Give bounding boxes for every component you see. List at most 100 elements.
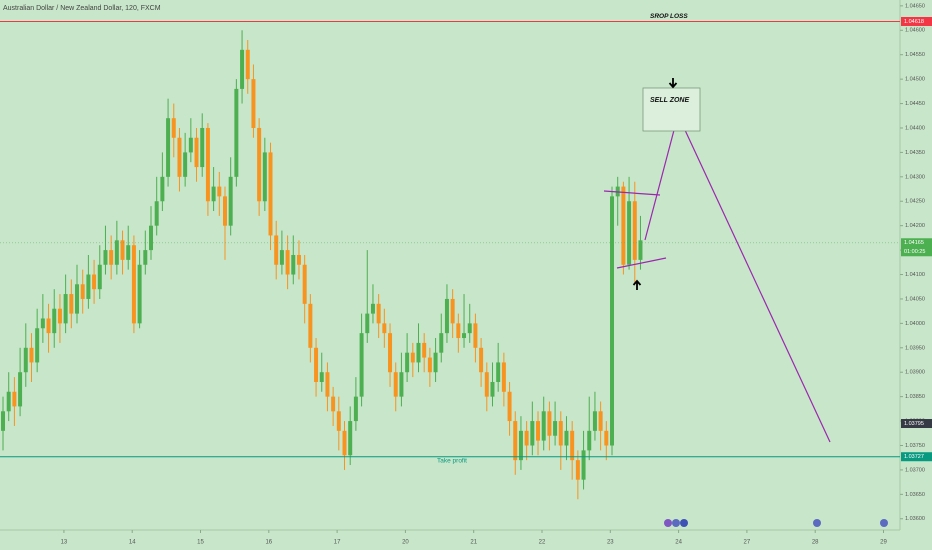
arrow-up xyxy=(632,279,642,290)
candle-body xyxy=(308,303,313,348)
candle-body xyxy=(348,421,353,456)
candle-body xyxy=(200,127,205,168)
candle-body xyxy=(518,430,523,461)
candle-body xyxy=(353,396,358,422)
price-tag xyxy=(901,419,932,429)
x-tick-label: 23 xyxy=(607,540,614,546)
y-tick-label: 1.04250 xyxy=(905,199,925,205)
candle-body xyxy=(1,411,6,431)
candle-body xyxy=(598,411,603,431)
candle-body xyxy=(331,396,336,412)
arrow-down xyxy=(668,78,678,89)
candle-body xyxy=(473,323,478,348)
candle-body xyxy=(234,88,239,177)
candle-body xyxy=(69,294,74,314)
y-tick-label: 1.04500 xyxy=(905,77,925,83)
y-tick-label: 1.04600 xyxy=(905,28,925,34)
candle-body xyxy=(581,450,586,480)
event-icons xyxy=(664,519,888,527)
candle-body xyxy=(57,308,62,324)
candle-body xyxy=(18,372,23,407)
candle-body xyxy=(166,118,171,177)
candle-body xyxy=(604,430,609,446)
candle-body xyxy=(257,127,262,202)
price-tag-label: 1.04165 xyxy=(904,240,924,246)
event-icon xyxy=(680,519,688,527)
candle-body xyxy=(251,79,256,128)
candle-body xyxy=(513,421,518,461)
x-tick-label: 15 xyxy=(197,540,204,546)
candle-body xyxy=(228,176,233,226)
plot-background xyxy=(0,0,900,530)
candle-body xyxy=(587,430,592,451)
candle-body xyxy=(490,381,495,397)
level-tag-label: 1.04618 xyxy=(904,19,924,25)
candle-body xyxy=(211,186,216,202)
candle-body xyxy=(109,250,114,265)
candle-body xyxy=(217,186,222,197)
sell-zone-box xyxy=(642,87,701,132)
candle-body xyxy=(240,49,245,89)
candle-body xyxy=(547,411,552,436)
candle-body xyxy=(393,372,398,397)
candle-body xyxy=(183,152,188,177)
candle-body xyxy=(439,333,444,353)
candle-body xyxy=(450,298,455,324)
chart-title: Australian Dollar / New Zealand Dollar, … xyxy=(3,5,161,12)
candle-body xyxy=(302,264,307,304)
candle-body xyxy=(621,186,626,265)
candle-body xyxy=(359,333,364,397)
candle-body xyxy=(610,196,615,446)
candle-body xyxy=(416,342,421,363)
level-tag xyxy=(901,16,932,26)
candle-body xyxy=(479,347,484,373)
candle-body xyxy=(40,318,45,329)
candle-body xyxy=(399,372,404,397)
candle-body xyxy=(433,352,438,373)
trend-line xyxy=(603,190,661,196)
y-tick-label: 1.04300 xyxy=(905,174,925,180)
y-tick-label: 1.04100 xyxy=(905,272,925,278)
candle-body xyxy=(370,303,375,314)
y-tick-label: 1.04650 xyxy=(905,3,925,9)
candle-body xyxy=(143,250,148,265)
candle-body xyxy=(507,391,512,422)
candle-body xyxy=(336,411,341,431)
event-icon xyxy=(664,519,672,527)
candle-body xyxy=(149,225,153,251)
candle-body xyxy=(137,264,142,324)
candle-body xyxy=(194,137,199,168)
candle-body xyxy=(285,250,290,275)
stop-loss-label: SROP LOSS xyxy=(650,13,688,20)
y-tick-label: 1.04450 xyxy=(905,101,925,107)
candle-body xyxy=(103,250,108,265)
candle-body xyxy=(120,240,125,260)
y-tick-label: 1.03750 xyxy=(905,443,925,449)
candle-body xyxy=(160,176,165,202)
candle-body xyxy=(222,196,227,226)
y-tick-label: 1.03950 xyxy=(905,345,925,351)
candle-body xyxy=(524,430,529,446)
candle-body xyxy=(52,308,57,334)
candle-body xyxy=(558,421,563,446)
candle-body xyxy=(536,421,541,441)
candle-body xyxy=(46,318,51,334)
x-tick-label: 14 xyxy=(129,540,136,546)
candle-body xyxy=(388,333,393,373)
candle-body xyxy=(188,137,193,153)
candle-body xyxy=(131,245,136,324)
candle-body xyxy=(627,201,632,265)
candle-body xyxy=(319,372,324,382)
y-tick-label: 1.04400 xyxy=(905,125,925,131)
candle-body xyxy=(245,49,250,80)
take-profit-label: Take profit xyxy=(437,457,467,464)
candle-body xyxy=(541,411,546,441)
candle-body xyxy=(575,460,580,480)
event-icon xyxy=(672,519,680,527)
candle-body xyxy=(6,391,11,412)
candle-body xyxy=(63,294,68,324)
candle-body xyxy=(570,430,575,461)
candle-body xyxy=(12,391,17,407)
candle-body xyxy=(405,352,410,373)
sell-zone-label: SELL ZONE xyxy=(650,97,689,104)
